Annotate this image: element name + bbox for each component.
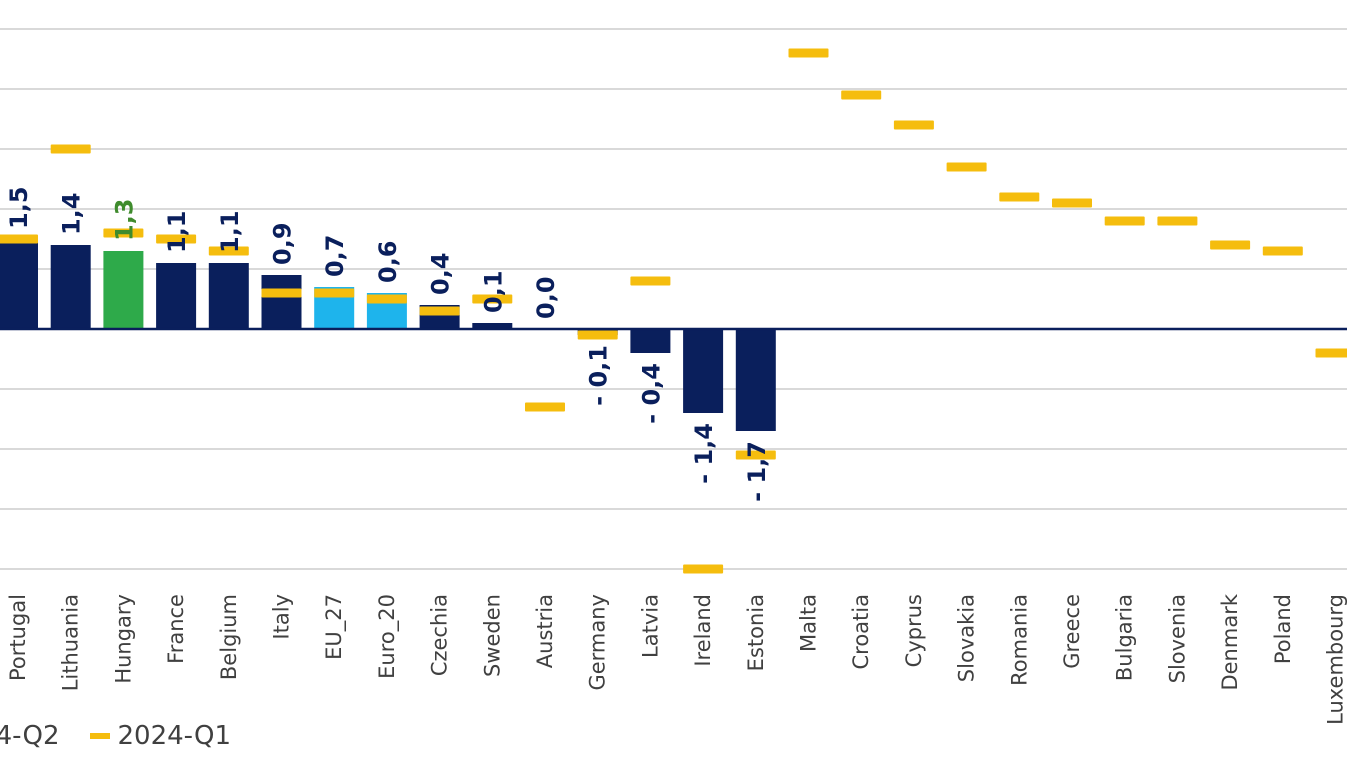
marker-hungary bbox=[103, 228, 144, 238]
bar-hungary bbox=[103, 251, 144, 329]
data-label-lithuania: 1,4 bbox=[58, 192, 86, 235]
legend-label-q2: 2024-Q2 bbox=[0, 721, 60, 751]
marker-czechia bbox=[419, 306, 460, 316]
bar-portugal bbox=[0, 239, 38, 329]
marker-denmark bbox=[1210, 240, 1251, 250]
x-label-luxembourg: Luxembourg bbox=[1324, 594, 1347, 725]
marker-sweden bbox=[472, 294, 513, 304]
marker-france bbox=[156, 234, 197, 244]
data-label-latvia: - 0,4 bbox=[637, 363, 665, 424]
x-label-portugal: Portugal bbox=[6, 594, 30, 681]
bar-ireland bbox=[683, 329, 724, 413]
marker-germany bbox=[577, 330, 618, 340]
data-label-italy: 0,9 bbox=[269, 222, 297, 265]
x-label-slovenia: Slovenia bbox=[1165, 594, 1189, 683]
marker-slovakia bbox=[946, 162, 987, 172]
marker-estonia bbox=[735, 450, 776, 460]
legend-label-q1: 2024-Q1 bbox=[117, 721, 232, 751]
data-label-france: 1,1 bbox=[163, 210, 191, 253]
x-label-bulgaria: Bulgaria bbox=[1113, 594, 1137, 681]
x-label-ireland: Ireland bbox=[691, 594, 715, 667]
marker-ireland bbox=[683, 564, 724, 574]
x-label-lithuania: Lithuania bbox=[59, 594, 83, 691]
bar-italy bbox=[261, 275, 302, 329]
x-label-romania: Romania bbox=[1007, 594, 1031, 686]
data-label-sweden: 0,1 bbox=[479, 270, 507, 313]
data-label-czechia: 0,4 bbox=[427, 252, 455, 295]
x-label-poland: Poland bbox=[1271, 594, 1295, 664]
x-label-greece: Greece bbox=[1060, 594, 1084, 669]
x-label-france: France bbox=[164, 594, 188, 664]
data-label-euro-20: 0,6 bbox=[374, 240, 402, 283]
markers-2024-q1 bbox=[0, 48, 1347, 574]
bar-france bbox=[156, 263, 197, 329]
x-label-euro-20: Euro_20 bbox=[375, 594, 400, 679]
x-label-estonia: Estonia bbox=[744, 594, 768, 671]
marker-italy bbox=[261, 288, 302, 298]
legend: 2024-Q2 2024-Q1 bbox=[0, 718, 249, 754]
data-label-ireland: - 1,4 bbox=[690, 423, 718, 484]
x-label-belgium: Belgium bbox=[217, 594, 241, 680]
x-label-slovakia: Slovakia bbox=[955, 594, 979, 682]
marker-euro-20 bbox=[366, 294, 407, 304]
bar-belgium bbox=[208, 263, 249, 329]
legend-swatch-q1 bbox=[89, 733, 110, 739]
marker-greece bbox=[1052, 198, 1092, 208]
bar-latvia bbox=[630, 329, 671, 353]
bars-2024-q2 bbox=[0, 239, 776, 431]
data-label-belgium: 1,1 bbox=[216, 210, 244, 253]
x-label-latvia: Latvia bbox=[638, 594, 662, 658]
marker-latvia bbox=[630, 276, 671, 286]
x-label-austria: Austria bbox=[533, 594, 557, 668]
bar-estonia bbox=[735, 329, 776, 431]
x-label-czechia: Czechia bbox=[428, 594, 452, 676]
marker-romania bbox=[999, 192, 1040, 202]
marker-cyprus bbox=[893, 120, 934, 130]
data-label-estonia: - 1,7 bbox=[743, 441, 771, 502]
x-axis-labels: Portugal Lithuania Hungary France Belgium Ita… bbox=[6, 593, 1347, 725]
marker-eu-27 bbox=[314, 288, 355, 298]
data-labels: 1,5 1,4 1,3 1,1 1,1 0,9 0,7 0,6 0,4 0,1 0,0 - 0,1 - … bbox=[5, 186, 771, 501]
marker-austria bbox=[525, 402, 565, 412]
data-label-austria: 0,0 bbox=[532, 276, 560, 319]
x-label-eu-27: EU_27 bbox=[322, 594, 347, 660]
marker-slovenia bbox=[1157, 216, 1198, 226]
x-label-malta: Malta bbox=[797, 594, 821, 652]
marker-croatia bbox=[841, 90, 882, 100]
marker-belgium bbox=[208, 246, 249, 256]
x-label-hungary: Hungary bbox=[111, 594, 135, 684]
data-label-eu-27: 0,7 bbox=[321, 234, 349, 277]
x-label-germany: Germany bbox=[586, 594, 610, 691]
marker-poland bbox=[1262, 246, 1303, 256]
x-label-croatia: Croatia bbox=[849, 594, 873, 670]
legend-item-q2: 2024-Q2 bbox=[0, 721, 60, 751]
gridlines bbox=[0, 28, 1347, 570]
x-label-sweden: Sweden bbox=[480, 594, 504, 677]
marker-malta bbox=[788, 48, 829, 58]
x-label-cyprus: Cyprus bbox=[902, 594, 926, 667]
x-label-denmark: Denmark bbox=[1218, 593, 1242, 690]
data-label-portugal: 1,5 bbox=[5, 186, 33, 229]
bar-sweden bbox=[472, 323, 513, 329]
marker-lithuania bbox=[50, 144, 91, 154]
bar-lithuania bbox=[50, 245, 91, 329]
marker-portugal bbox=[0, 234, 38, 244]
data-label-germany: - 0,1 bbox=[585, 345, 613, 406]
legend-item-q1: 2024-Q1 bbox=[89, 721, 232, 751]
x-label-italy: Italy bbox=[270, 594, 294, 640]
marker-bulgaria bbox=[1104, 216, 1145, 226]
marker-luxembourg bbox=[1315, 348, 1347, 358]
data-label-hungary: 1,3 bbox=[110, 198, 138, 241]
